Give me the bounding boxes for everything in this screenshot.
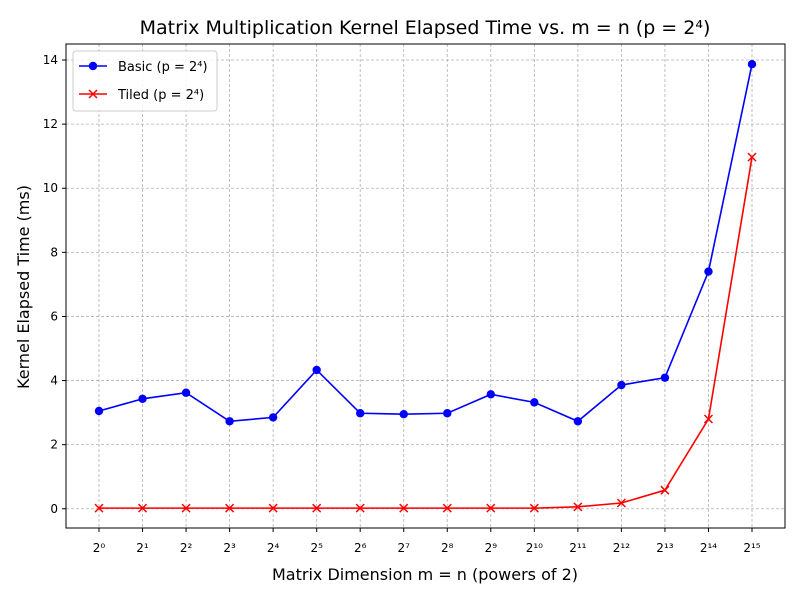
x-tick-label: 2⁸ [441,541,454,555]
data-point [530,398,539,407]
series-tiled [94,152,757,513]
x-tick-label: 2² [180,541,193,555]
data-point [573,502,583,512]
y-tick-label: 0 [50,502,58,516]
series-line [98,64,753,423]
data-point [704,267,713,276]
data-point [529,503,539,513]
x-tick-label: 2¹³ [656,541,673,555]
data-point [573,417,583,426]
y-tick-label: 4 [50,374,58,388]
chart-title: Matrix Multiplication Kernel Elapsed Tim… [140,17,711,39]
legend-label: Basic (p = 2⁴) [118,60,208,75]
data-point [486,390,495,399]
legend: Basic (p = 2⁴) Tiled (p = 2⁴) [72,50,218,112]
y-tick-label: 14 [43,53,58,67]
data-point [138,394,147,404]
plot-area-frame [65,43,786,529]
x-tick-label: 2⁴ [267,541,280,555]
data-point [225,503,235,513]
data-point [617,380,626,390]
x-axis-ticks: 2⁰ 2¹ 2² 2³ 2⁴ 2⁵ 2⁶ 2⁷ 2⁸ 2⁹ 2¹⁰ 2¹¹ 2¹² 2¹³ 2¹⁴ 2¹⁵ [93,528,761,555]
data-point [181,388,191,397]
data-point [486,503,496,513]
y-tick-label: 8 [50,245,58,259]
y-tick-label: 12 [43,117,58,131]
x-tick-label: 2⁵ [310,541,323,555]
y-tick-label: 2 [50,438,58,452]
legend-box [72,50,218,112]
data-point [442,503,452,513]
data-series [94,59,757,513]
x-axis-title: Matrix Dimension m = n (powers of 2) [272,565,578,584]
x-tick-label: 2⁹ [485,541,498,555]
x-tick-label: 2¹⁰ [526,541,543,555]
x-tick-label: 2¹ [136,541,149,555]
y-tick-label: 6 [50,309,58,323]
x-tick-label: 2⁰ [93,541,106,555]
data-point [225,417,234,426]
data-point [356,409,365,418]
data-point [399,503,409,513]
y-axis-ticks: 0 2 4 6 8 10 12 14 [43,53,66,516]
x-tick-label: 2⁶ [354,541,367,555]
x-tick-label: 2³ [223,541,236,555]
data-point [181,503,191,513]
data-point [312,365,321,375]
y-axis-title: Kernel Elapsed Time (ms) [14,185,33,389]
data-point [660,485,670,495]
legend-marker [88,61,98,71]
grid-lines [66,44,785,528]
legend-item: Tiled (p = 2⁴) [79,88,204,103]
data-point [660,373,670,382]
x-tick-label: 2⁷ [398,541,411,555]
data-point [703,414,713,424]
data-point [355,503,365,513]
data-point [747,59,757,69]
data-point [443,409,452,418]
legend-label: Tiled (p = 2⁴) [117,88,204,103]
x-tick-label: 2¹¹ [569,541,586,555]
series-line [99,157,753,509]
data-point [399,410,408,419]
x-tick-label: 2¹⁵ [743,541,760,555]
data-point [747,152,757,162]
data-point [94,406,104,416]
series-basic [94,59,757,426]
y-tick-label: 10 [43,181,58,195]
x-tick-label: 2¹² [613,541,630,555]
data-point [312,503,322,513]
data-point [268,503,278,513]
data-point [268,413,278,422]
legend-item: Basic (p = 2⁴) [79,60,208,75]
data-point [616,498,626,508]
data-point [94,503,104,513]
data-point [138,503,148,513]
x-tick-label: 2¹⁴ [700,541,717,555]
legend-marker [88,89,98,99]
